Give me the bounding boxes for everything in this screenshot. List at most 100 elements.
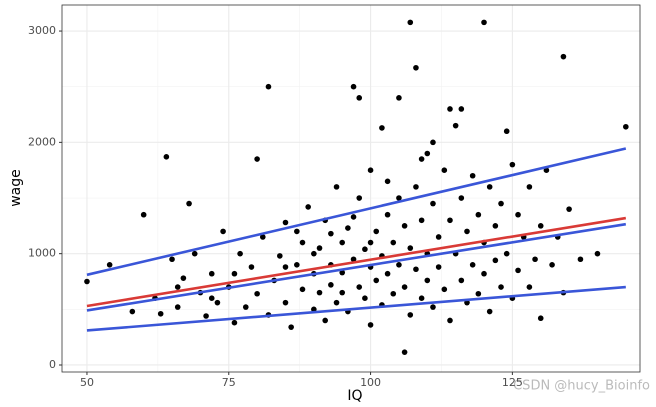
point: [413, 64, 419, 71]
fit-line: [86, 285, 626, 332]
point: [435, 234, 442, 240]
point: [333, 299, 340, 306]
point: [339, 289, 346, 296]
point: [503, 128, 510, 135]
point: [435, 264, 442, 270]
x-tick-label: 100: [360, 376, 381, 389]
y-axis-title: wage: [8, 169, 24, 207]
point: [350, 256, 357, 263]
point: [282, 299, 289, 306]
watermark: CSDN @hucy_Bioinfo: [513, 379, 650, 394]
point: [84, 278, 90, 285]
point: [537, 315, 544, 322]
point: [418, 295, 425, 301]
point: [203, 313, 209, 319]
point: [401, 284, 408, 290]
x-tick-label: 75: [222, 376, 236, 389]
y-tick-label: 0: [49, 358, 56, 371]
point: [498, 200, 504, 207]
point: [254, 290, 260, 297]
point: [259, 234, 266, 240]
point: [328, 230, 334, 237]
point: [254, 156, 260, 162]
point: [401, 349, 408, 355]
point: [362, 295, 368, 301]
point: [515, 267, 521, 274]
point: [486, 308, 493, 315]
point: [316, 245, 323, 251]
point: [220, 228, 226, 235]
point: [390, 290, 397, 297]
point: [350, 83, 357, 90]
point: [475, 290, 482, 297]
point: [407, 19, 414, 26]
point: [560, 53, 567, 60]
point: [237, 250, 243, 257]
point: [447, 106, 453, 112]
point: [174, 284, 181, 290]
point: [537, 223, 544, 229]
fit-line: [86, 216, 627, 308]
point: [526, 184, 533, 190]
point: [509, 161, 516, 168]
point: [515, 211, 521, 218]
point: [345, 225, 351, 231]
point: [401, 223, 408, 229]
point: [350, 214, 357, 220]
point: [418, 156, 425, 162]
point: [231, 270, 238, 277]
point: [367, 167, 374, 173]
point: [458, 195, 465, 201]
point: [367, 322, 374, 328]
point: [623, 123, 629, 130]
point: [498, 284, 504, 290]
point: [311, 250, 317, 257]
point: [339, 239, 346, 246]
point: [333, 184, 340, 190]
point: [475, 211, 482, 218]
point: [282, 219, 289, 226]
point: [356, 195, 363, 201]
point: [328, 282, 334, 288]
point: [277, 253, 283, 259]
point: [594, 250, 601, 257]
point: [492, 257, 499, 264]
point: [458, 106, 465, 112]
point: [305, 204, 311, 210]
point: [294, 262, 300, 268]
point: [447, 217, 453, 224]
point: [379, 125, 385, 131]
point: [174, 304, 181, 310]
point: [294, 228, 300, 235]
point: [526, 284, 533, 290]
point: [384, 211, 391, 218]
point: [169, 256, 175, 263]
point: [430, 139, 436, 146]
point: [129, 308, 136, 315]
point: [396, 195, 402, 201]
point: [384, 270, 391, 277]
point: [413, 184, 419, 190]
point: [441, 286, 448, 293]
point: [566, 206, 572, 212]
point: [186, 200, 192, 207]
point: [299, 239, 306, 246]
fit-line: [86, 222, 627, 312]
point: [481, 19, 487, 26]
point: [180, 275, 187, 281]
point: [469, 262, 476, 268]
point: [282, 264, 289, 270]
point: [407, 245, 414, 251]
point: [390, 239, 397, 246]
point: [543, 167, 550, 173]
point: [157, 310, 164, 317]
x-axis-title: IQ: [347, 388, 362, 404]
point: [396, 95, 402, 101]
point: [577, 256, 584, 263]
y-tick-label: 1000: [28, 247, 56, 260]
point: [413, 266, 419, 273]
point: [191, 250, 198, 257]
point: [242, 304, 249, 310]
y-tick-label: 2000: [28, 135, 56, 148]
